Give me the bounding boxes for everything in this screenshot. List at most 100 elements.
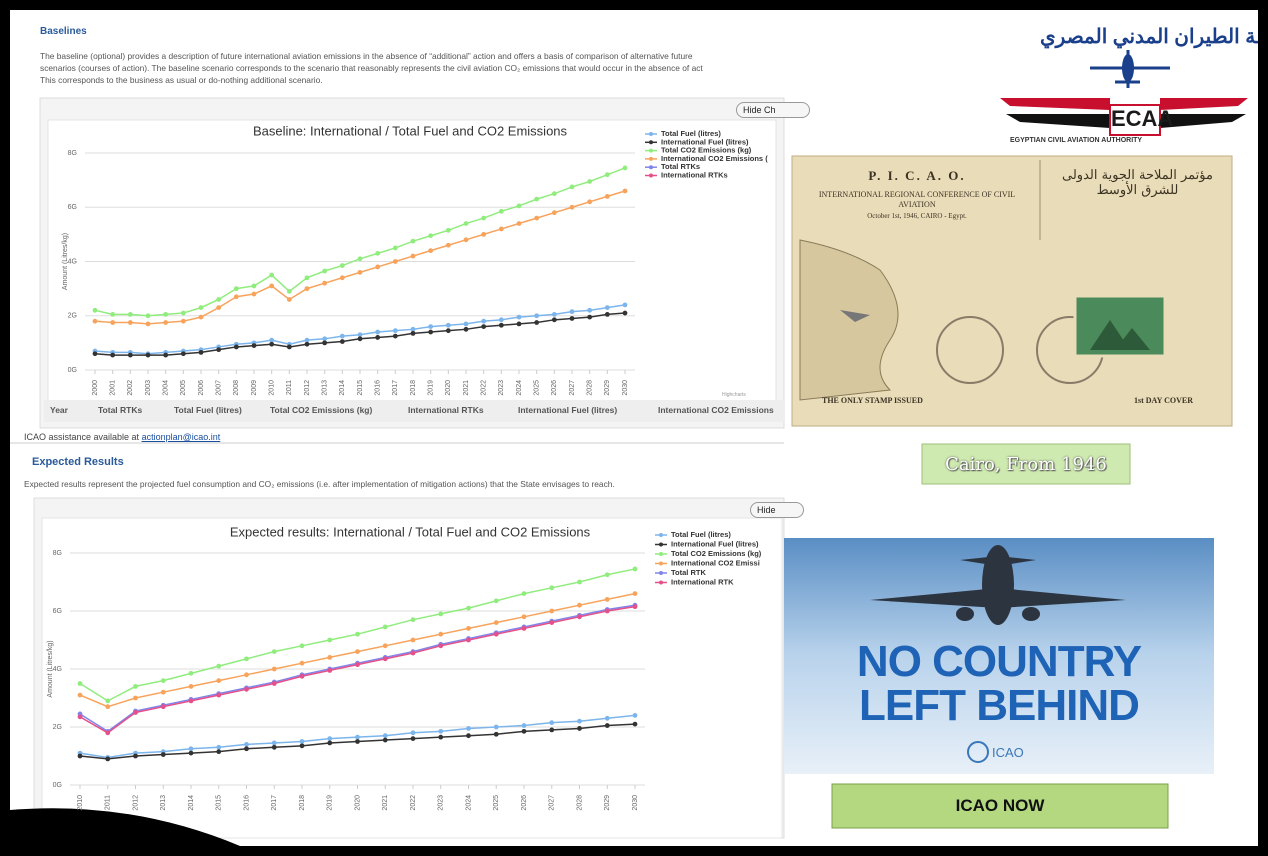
point [534,197,539,202]
table-header-cell: Total RTKs [98,405,142,415]
point [570,185,575,190]
point [189,671,194,676]
point [305,286,310,291]
point [163,320,168,325]
point [146,353,151,358]
point [411,239,416,244]
x-tick-label: 2016 [375,380,382,396]
x-tick-label: 2025 [493,795,500,811]
point [78,681,83,686]
legend-label: Total CO2 Emissions (kg) [671,549,762,558]
point [199,350,204,355]
point [163,312,168,317]
point [340,339,345,344]
x-tick-label: 2018 [299,795,306,811]
x-tick-label: 2014 [339,380,346,396]
x-tick-label: 2019 [327,795,334,811]
point [327,638,332,643]
point [428,248,433,253]
x-tick-label: 2020 [354,795,361,811]
point [464,237,469,242]
point [534,320,539,325]
point [633,604,638,609]
x-tick-label: 2003 [145,380,152,396]
point [623,166,628,171]
x-tick-label: 2030 [622,380,629,396]
point [570,316,575,321]
cover-english: P. I. C. A. O. INTERNATIONAL REGIONAL CO… [812,168,1022,220]
legend-marker [649,140,653,144]
point [244,656,249,661]
point [78,693,83,698]
point [105,699,110,704]
point [577,580,582,585]
y-tick-label: 2G [53,724,62,731]
point [163,353,168,358]
point [522,626,527,631]
point [244,687,249,692]
point [216,678,221,683]
point [161,704,166,709]
point [161,678,166,683]
x-tick-label: 2015 [216,795,223,811]
legend-marker [659,552,663,556]
email-link[interactable]: actionplan@icao.int [142,432,221,442]
point [327,736,332,741]
point [428,330,433,335]
y-tick-label: 2G [68,313,77,320]
point [577,719,582,724]
x-tick-label: 2023 [498,380,505,396]
point [393,259,398,264]
point [216,664,221,669]
legend-marker [649,149,653,153]
x-tick-label: 2021 [382,795,389,811]
point [93,319,98,324]
point [358,270,363,275]
point [587,179,592,184]
point [340,334,345,339]
hide-chart-button[interactable]: Hide [750,502,804,518]
point [587,308,592,313]
point [216,297,221,302]
y-tick-label: 4G [68,258,77,265]
point [269,342,274,347]
point [133,754,138,759]
point [383,738,388,743]
icao-now-button[interactable]: ICAO NOW [832,796,1168,816]
point [375,265,380,270]
point [300,743,305,748]
point [633,591,638,596]
point [305,275,310,280]
point [252,292,257,297]
point [287,297,292,302]
point [216,745,221,750]
x-tick-label: 2026 [521,795,528,811]
cover-date: October 1st, 1946, CAIRO - Egypt. [812,212,1022,220]
hide-chart-button[interactable]: Hide Ch [736,102,810,118]
x-tick-label: 2021 [463,380,470,396]
x-tick-label: 2011 [105,795,112,810]
point [577,603,582,608]
point [287,345,292,350]
point [269,284,274,289]
banner-brand: ICAO [992,745,1024,760]
point [623,311,628,316]
point [161,752,166,757]
point [216,693,221,698]
point [605,572,610,577]
point [633,567,638,572]
point [633,713,638,718]
assistance-text: ICAO assistance available at [24,432,139,442]
point [552,210,557,215]
y-tick-label: 0G [68,367,77,374]
legend-marker [659,543,663,547]
legend-label: Total RTK [671,568,706,577]
assistance: ICAO assistance available at actionplan@… [24,432,220,442]
point [272,745,277,750]
point [393,334,398,339]
cover-caption: Cairo, From 1946 [922,454,1130,475]
cover-title: P. I. C. A. O. [812,168,1022,184]
slide: Baseline: International / Total Fuel and… [10,10,1258,846]
x-tick-label: 2024 [465,795,472,811]
point [244,672,249,677]
